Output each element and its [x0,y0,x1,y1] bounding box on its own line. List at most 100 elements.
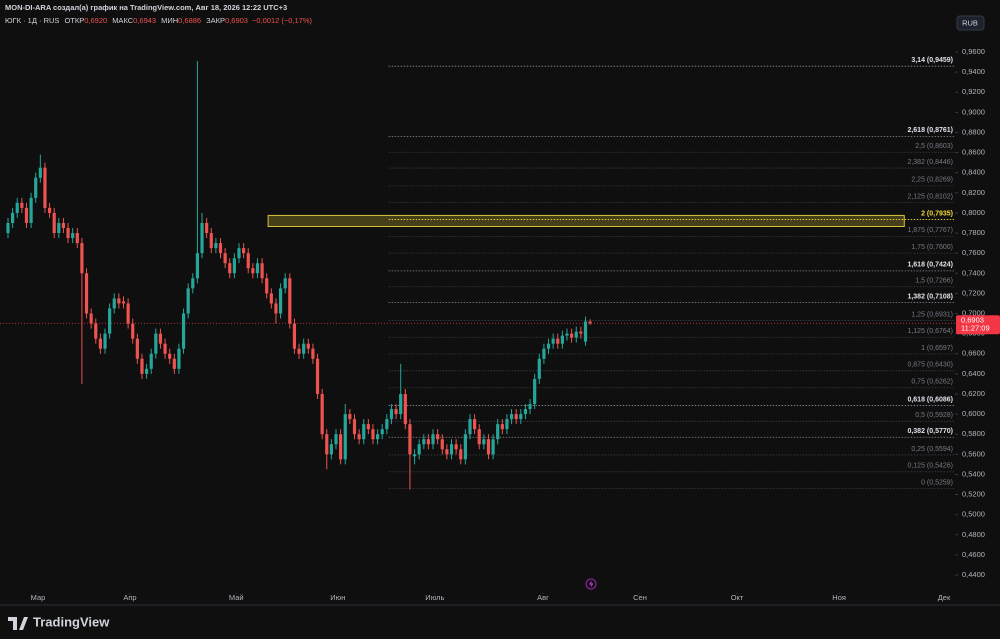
countdown: 11:27:09 [961,324,990,333]
candle-body [112,298,116,309]
candle-body [315,358,320,394]
fib-label: 0,618 (0,6086) [907,396,953,403]
candle-body [186,288,190,314]
candle-body [108,308,112,334]
fib-label: 2,5 (0,8603) [915,143,953,150]
candle-body [24,207,29,223]
candle-body [325,434,329,455]
y-tick-label: 0,9600 [962,47,985,56]
candle-body [191,278,195,289]
candle-body [135,338,139,359]
last-price-badge [956,315,1000,335]
candle-body [422,439,426,445]
candle-body [75,233,79,244]
candle-body [80,243,84,274]
candle-body [519,414,523,420]
candle-body [436,434,440,440]
candle-body [283,278,287,289]
y-tick-label: 0,4800 [962,530,985,539]
fib-label: 2,618 (0,8761) [907,127,953,134]
candle-body [371,429,375,440]
y-tick-label: 0,7400 [962,268,985,277]
fib-label: 2 (0,7935) [921,210,953,217]
y-tick-label: 0,8200 [962,188,985,197]
candle-body [468,419,472,435]
fib-label: 1,875 (0,7767) [907,227,953,234]
candle-body [496,424,500,440]
candle-body [38,167,42,178]
x-tick-label: Авг [537,593,549,602]
candle-body [477,429,481,445]
attribution: MON-DI-ARA создал(а) график на TradingVi… [5,3,287,12]
brand: TradingView [33,614,110,629]
y-tick-label: 0,9000 [962,107,985,116]
fib-label: 0,875 (0,6430) [907,362,953,369]
candle-body [385,419,389,430]
x-tick-label: Апр [123,593,136,602]
candle-body [158,333,163,344]
candle-body [195,253,200,279]
candle-body [412,454,417,457]
candle-body [11,212,15,223]
y-tick-label: 0,9400 [962,67,985,76]
y-tick-label: 0,6200 [962,389,985,398]
candle-body [228,263,232,274]
ohlc-label: ЗАКР [206,16,225,25]
candle-body [117,298,121,304]
candle-body [542,348,546,359]
ohlc-label: ОТКР [64,16,84,25]
candle-body [94,323,98,339]
candle-body [473,419,477,430]
candle-body [84,273,89,314]
candle-body [574,331,578,338]
candle-body [408,424,412,455]
y-tick-label: 0,5000 [962,510,985,519]
y-tick-label: 0,6400 [962,369,985,378]
y-tick-label: 0,8400 [962,168,985,177]
candle-body [232,258,236,274]
candle-body [352,419,357,435]
candle-body [297,348,301,354]
symbol-line: ЮГК · 1Д · RUS ОТКР0,6920 МАКС0,6943 МИН0,6… [5,16,313,25]
candle-body [463,434,467,460]
currency-button[interactable] [956,15,985,31]
candle-body [144,368,149,374]
x-tick-label: Ноя [832,593,846,602]
candle-body [163,343,167,354]
candle-body [343,414,347,460]
ohlc-value: 0,6886 [178,16,201,25]
candle-body [260,263,264,279]
candle-body [209,233,213,249]
candle-body [514,414,518,420]
candle-body [551,338,555,344]
candle-body [394,409,398,415]
ohlc-value: 0,6920 [84,16,107,25]
fib-label: 0 (0,5259) [921,479,953,486]
candle-body [454,444,458,450]
y-tick-label: 0,4600 [962,550,985,559]
currency[interactable]: RUB [962,18,978,27]
alert-icon[interactable] [585,578,597,590]
candle-body [20,202,24,208]
candle-body [15,202,19,213]
candle-body [181,313,186,349]
fib-label: 2,25 (0,8269) [911,177,953,184]
y-tick-label: 0,7000 [962,308,985,317]
candle-body [366,424,370,430]
y-tick-label: 0,7200 [962,288,985,297]
candle-body [200,222,204,254]
fib-label: 1,125 (0,6764) [907,328,953,335]
y-tick-label: 0,5800 [962,429,985,438]
candle-body [431,434,435,445]
candle-body [334,434,338,445]
candle-body [269,293,273,304]
candle-body [47,207,52,213]
candle-body [306,343,310,349]
candle-body [302,343,306,354]
candle-body [311,348,315,359]
candle-body [131,323,135,339]
candle-body [565,333,569,336]
candle-body [375,434,380,440]
ohlc-value: 0,6903 [225,16,248,25]
